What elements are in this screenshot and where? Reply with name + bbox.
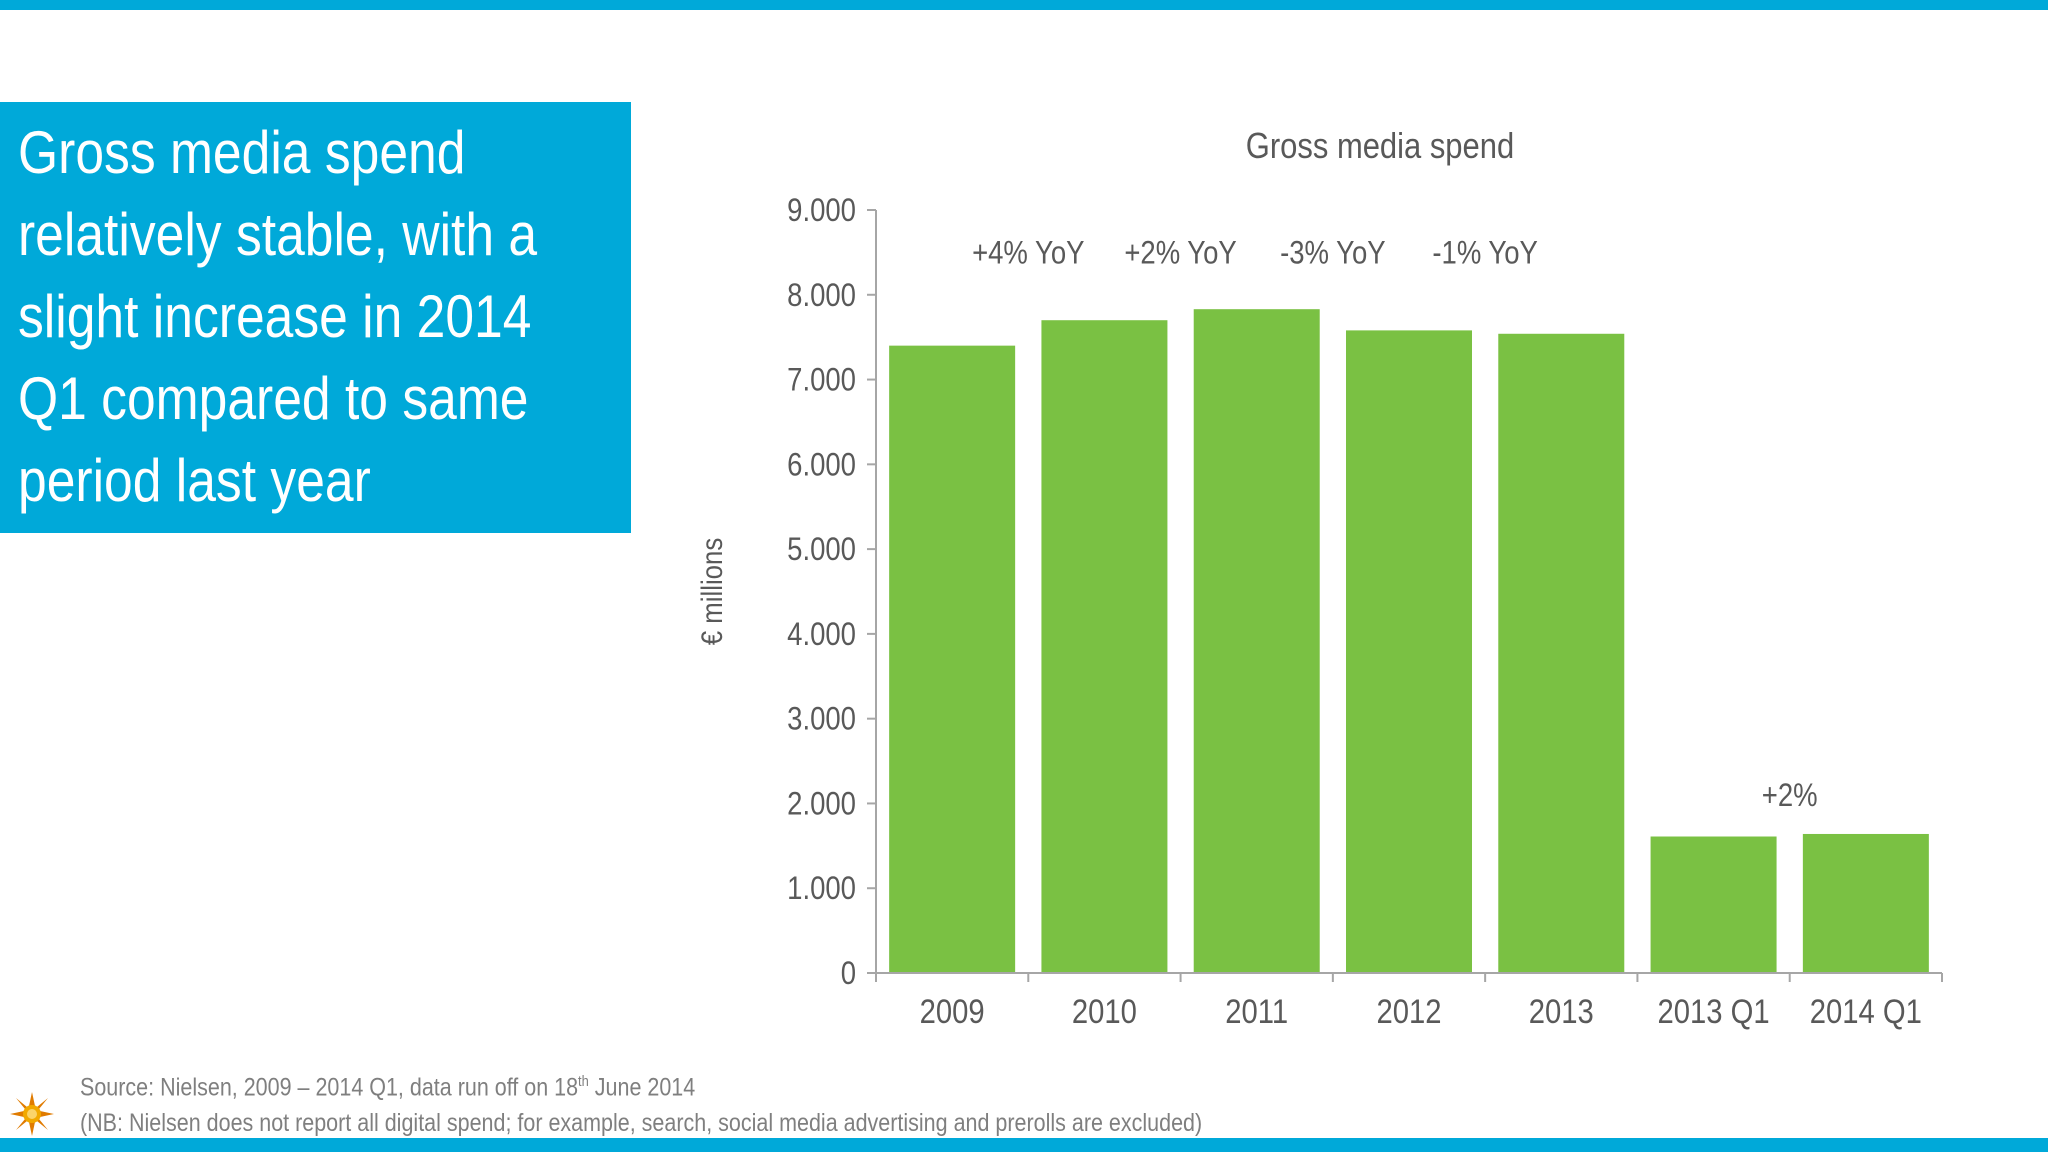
bar <box>1346 330 1472 974</box>
y-tick-label: 5.000 <box>787 532 856 567</box>
x-tick-label: 2010 <box>1072 992 1137 1031</box>
y-tick-label: 8.000 <box>787 278 856 313</box>
y-tick-label: 7.000 <box>787 363 856 398</box>
x-tick-label: 2013 <box>1529 992 1594 1031</box>
headline-box: Gross media spend relatively stable, wit… <box>0 102 631 533</box>
yoy-annotation: +4% YoY <box>972 236 1085 271</box>
source-text-end: June 2014 <box>588 1073 696 1102</box>
x-tick-label: 2012 <box>1376 992 1441 1031</box>
y-tick-label: 1.000 <box>787 871 856 906</box>
yoy-annotation: -1% YoY <box>1432 236 1538 271</box>
note-line: (NB: Nielsen does not report all digital… <box>80 1109 1203 1138</box>
x-tick-label: 2009 <box>920 992 985 1031</box>
bars <box>889 309 1929 974</box>
bar <box>889 345 1016 974</box>
bar <box>1498 333 1625 974</box>
yoy-annotation: +2% <box>1762 778 1818 813</box>
y-tick-label: 2.000 <box>787 787 856 822</box>
bar <box>1193 309 1320 973</box>
top-accent-bar <box>0 0 2048 10</box>
x-tick-label: 2014 Q1 <box>1810 992 1922 1031</box>
y-tick-label: 4.000 <box>787 617 856 652</box>
y-axis-label: € millions <box>695 538 728 645</box>
x-axis: 2009 2010 2011 2012 2013 2013 Q1 2014 Q1 <box>875 972 1943 1031</box>
yoy-annotation: +2% YoY <box>1124 236 1237 271</box>
sun-logo-icon <box>10 1092 54 1136</box>
headline: Gross media spend relatively stable, wit… <box>18 119 538 514</box>
x-tick-label: 2011 <box>1225 992 1288 1031</box>
source-line: Source: Nielsen, 2009 – 2014 Q1, data ru… <box>80 1064 1202 1105</box>
bar <box>1041 320 1168 973</box>
yoy-annotation: -3% YoY <box>1280 236 1386 271</box>
bar <box>1802 833 1929 973</box>
annotations: +4% YoY +2% YoY -3% YoY -1% YoY +2% <box>972 236 1818 814</box>
bottom-accent-bar <box>0 1138 2048 1152</box>
chart-title: Gross media spend <box>1246 127 1514 167</box>
y-tick-label: 6.000 <box>787 447 856 482</box>
y-tick-label: 9.000 <box>787 193 856 228</box>
x-tick-label: 2013 Q1 <box>1658 992 1770 1031</box>
source-text: Source: Nielsen, 2009 – 2014 Q1, data ru… <box>80 1073 579 1102</box>
footer: Source: Nielsen, 2009 – 2014 Q1, data ru… <box>80 1064 1202 1141</box>
y-axis: 0 1.000 2.000 3.000 4.000 5.000 6.000 7.000 8.00… <box>787 193 877 992</box>
source-superscript: th <box>578 1073 589 1090</box>
y-tick-label: 3.000 <box>787 702 856 737</box>
y-tick-label: 0 <box>841 956 856 991</box>
bar <box>1650 836 1777 973</box>
